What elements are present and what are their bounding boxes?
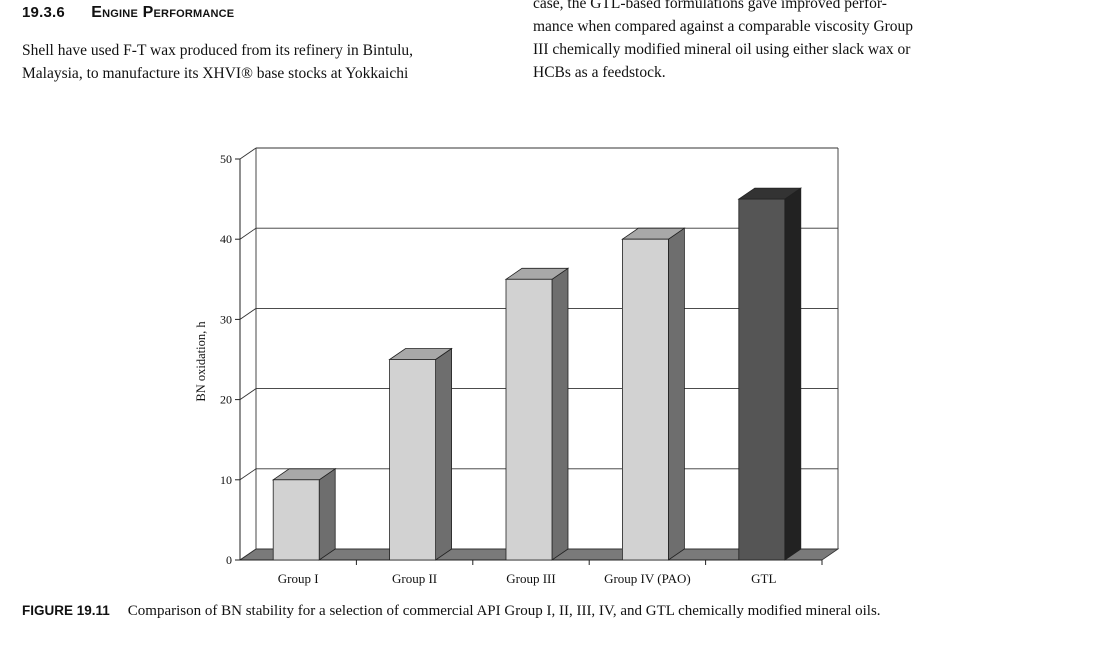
bar-side	[551, 267, 569, 561]
y-tick-label: 20	[220, 393, 232, 407]
text-line: III chemically modified mineral oil usin…	[533, 41, 911, 58]
right-paragraph: case, the GTL-based formulations gave im…	[533, 0, 1011, 84]
bar	[505, 278, 553, 561]
x-tick-label: Group IV (PAO)	[604, 571, 691, 586]
text-line: case, the GTL-based formulations gave im…	[533, 0, 887, 12]
figure-label: FIGURE 19.11	[22, 603, 110, 618]
x-tick-label: GTL	[751, 571, 776, 586]
section-title: Engine Performance	[91, 4, 235, 21]
x-tick-label: Group I	[278, 571, 319, 586]
gridline-side	[239, 308, 257, 320]
bar-side	[784, 187, 802, 561]
gridline-side	[239, 147, 257, 160]
bar-side	[318, 468, 336, 561]
figure-caption-text: Comparison of BN stability for a selecti…	[127, 603, 881, 619]
left-column-text: Shell have used F-T wax produced from it…	[22, 39, 502, 85]
text-line: mance when compared against a comparable…	[533, 18, 914, 35]
bar-chart: 0 10 20 30 40 50 BN oxidation, h Group I Group I…	[194, 147, 840, 586]
text-line: HCBs as a feedstock.	[533, 64, 666, 81]
section-heading: 19.3.6 Engine Performance	[22, 4, 234, 22]
right-column-text: case, the GTL-based formulations gave im…	[533, 0, 1011, 84]
x-tick-label: Group III	[506, 571, 555, 586]
left-paragraph: Shell have used F-T wax produced from it…	[22, 39, 502, 85]
bar	[389, 359, 437, 561]
bar	[738, 198, 786, 561]
y-tick-label: 0	[226, 553, 232, 567]
figure-caption: FIGURE 19.11 Comparison of BN stability f…	[22, 603, 881, 620]
gridline-side	[239, 227, 257, 240]
gridline-side	[239, 468, 257, 481]
gridline-side	[239, 548, 257, 561]
bar-side	[435, 347, 453, 561]
x-tick-label: Group II	[392, 571, 437, 586]
y-tick-label: 40	[220, 232, 232, 246]
gridline-side	[239, 388, 257, 400]
y-axis-label: BN oxidation, h	[194, 321, 208, 402]
y-tick-label: 50	[220, 152, 232, 166]
text-line: Malaysia, to manufacture its XHVI® base …	[22, 65, 409, 82]
section-number: 19.3.6	[22, 4, 65, 21]
y-tick-label: 30	[220, 312, 232, 326]
bar-side	[668, 227, 685, 561]
bar	[622, 238, 669, 561]
y-tick-label: 10	[220, 473, 232, 487]
bar	[272, 479, 320, 561]
text-line: Shell have used F-T wax produced from it…	[22, 42, 414, 59]
